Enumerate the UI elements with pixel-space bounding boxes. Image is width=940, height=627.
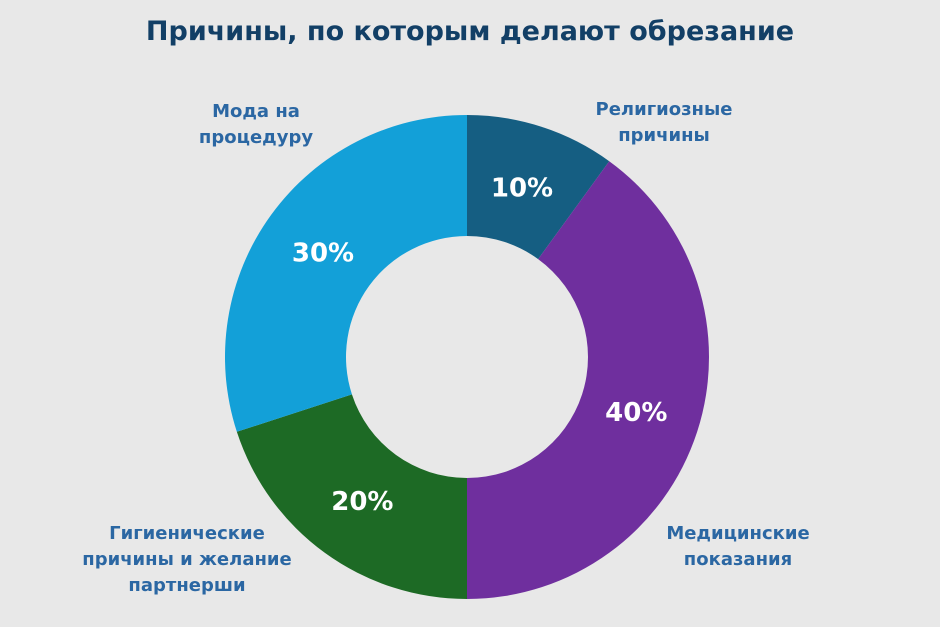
slice-hygiene (236, 394, 467, 599)
slice-religious (467, 115, 610, 260)
category-label-medical: Медицинские показания (666, 523, 810, 570)
slice-medical (467, 161, 709, 599)
value-label-medical: 40% (605, 398, 667, 428)
category-label-hygiene: Гигиенические причины и желание партнерш… (82, 523, 292, 596)
value-label-fashion: 30% (292, 238, 354, 268)
value-label-hygiene: 20% (331, 487, 393, 517)
category-label-fashion: Мода на процедуру (198, 101, 314, 148)
chart-title: Причины, по которым делают обрезание (145, 16, 795, 47)
value-label-religious: 10% (491, 174, 553, 204)
category-label-religious: Религиозные причины (595, 99, 733, 146)
slice-fashion (224, 115, 467, 432)
